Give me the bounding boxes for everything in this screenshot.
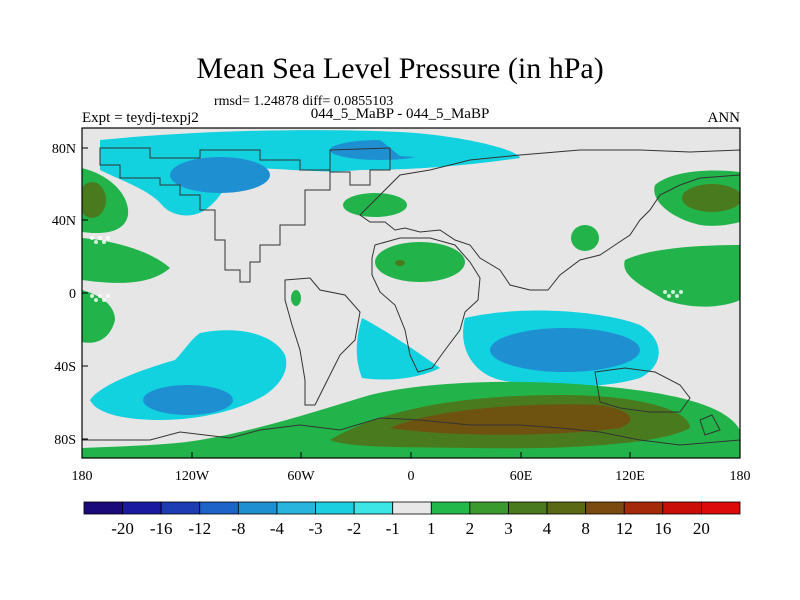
north-america-outline [99,147,331,283]
contour-fields [82,128,740,458]
lat-tick-label: 40S [54,360,76,375]
colorbar-swatch [237,501,278,515]
north-pacific-low-core [170,157,270,193]
lat-tick-label: 80N [52,142,76,157]
south-pacific-low [90,330,287,420]
southern-ocean-brown [390,404,631,435]
season-label: ANN [707,110,741,126]
colorbar-swatch [585,501,625,515]
lat-tick-label: 80S [54,433,76,448]
colorbar-swatch [623,501,664,515]
colorbar-swatch [392,501,432,515]
asia-green-cell [571,225,599,251]
lon-tick-labels: 180 120W 60W 0 60E 120E 180 [72,469,751,484]
lon-tick-label: 180 [72,469,93,484]
colorbar-swatch [353,501,394,515]
lon-tick-label: 120W [175,469,210,484]
colorbar-label: -4 [270,519,285,538]
colorbar-swatch [315,501,355,515]
colorbar-label: 20 [693,519,710,538]
south-atlantic-low [356,318,440,380]
colorbar-swatch [701,501,741,515]
colorbar-swatch [122,501,162,515]
colorbar-label: 3 [504,519,513,538]
australia-outline [594,367,691,413]
colorbar-label: -3 [308,519,322,538]
south-america-outline [284,277,361,406]
colorbar-label: -8 [231,519,245,538]
stipple-marks [90,236,683,302]
east-north-darkgreen [682,184,740,212]
colorbar-label: 4 [543,519,552,538]
colorbar-swatch [83,501,123,515]
south-pacific-low-core [143,385,233,415]
antarctica-outline [82,417,740,446]
experiment-label: Expt = teydj-texpj2 [82,110,199,126]
west-north-darkgreen [82,182,106,218]
colorbar-swatch [662,501,702,515]
colorbar-label: 1 [427,519,436,538]
colorbar-label: -2 [347,519,361,538]
colorbar-label: 2 [466,519,475,538]
axis-ticks [81,147,741,458]
lon-tick-label: 60E [510,469,533,484]
stats-line: rmsd= 1.24878 diff= 0.0855103 [214,94,394,109]
west-tropical-green [82,238,170,283]
colorbar-label: -20 [111,519,134,538]
colorbar-swatch [546,501,587,515]
west-south-green [82,290,115,343]
east-tropical-green [624,245,740,307]
africa-green [375,242,465,282]
europe-green [343,193,407,217]
colorbar-label: 16 [654,519,671,538]
colorbar-swatch [469,501,509,515]
colorbar: -20 -16 -12 -8 -4 -3 -2 -1 1 2 3 4 8 12 16 20 [83,501,741,538]
lat-tick-labels: 80N 40N 0 40S 80S [52,142,76,448]
indian-ocean-low-core [490,328,640,372]
new-zealand-outline [699,414,721,436]
eurasia-outline [359,149,740,291]
colorbar-swatch [276,501,316,515]
colorbar-swatch [199,501,239,515]
africa-outline [371,237,481,373]
lon-tick-label: 60W [287,469,315,484]
continent-outlines [82,147,740,446]
lon-tick-label: 120E [615,469,645,484]
lon-tick-label: 0 [408,469,415,484]
plot-title: Mean Sea Level Pressure (in hPa) [196,52,604,85]
lat-tick-label: 40N [52,214,76,229]
colorbar-label: -16 [150,519,173,538]
colorbar-swatch [160,501,201,515]
arctic-low-east [380,139,500,158]
sa-green-cell [291,290,301,306]
colorbar-label: -12 [188,519,211,538]
colorbar-swatch [430,501,471,515]
greenland-outline [329,147,391,186]
colorbar-label: -1 [386,519,400,538]
lat-tick-label: 0 [69,287,76,302]
colorbar-swatch [508,501,548,515]
colorbar-label: 8 [581,519,590,538]
lon-tick-label: 180 [730,469,751,484]
colorbar-label: 12 [616,519,633,538]
africa-darkgreen [395,260,405,266]
experiment-name: 044_5_MaBP - 044_5_MaBP [310,106,490,122]
